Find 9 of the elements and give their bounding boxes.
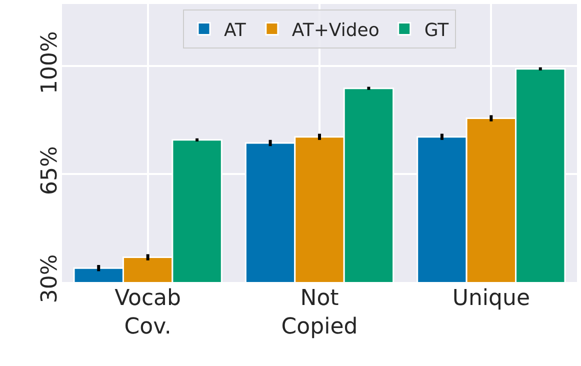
x-tick-label: Not Copied [281,286,358,340]
x-tick-label: Unique [452,286,530,311]
x-tick-label: Vocab Cov. [114,286,181,340]
legend-label: AT [224,20,247,41]
y-tick-label: 30% [38,254,63,304]
legend-label: GT [424,20,450,41]
legend-label: AT+Video [292,20,380,41]
y-tick-label: 65% [38,146,63,196]
y-tick-label: 100% [38,31,63,94]
